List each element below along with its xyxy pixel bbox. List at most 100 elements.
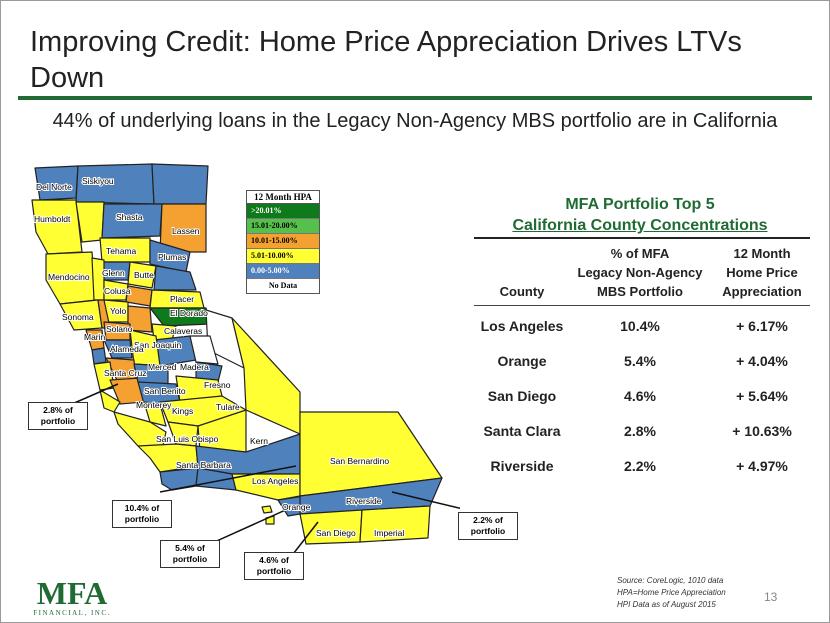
callout-text: 2.8% of (43, 405, 73, 415)
county-sacramento (127, 305, 153, 333)
map-label: Tehama (106, 246, 137, 256)
page-number: 13 (764, 590, 778, 604)
map-label: Shasta (116, 212, 143, 222)
map-label: Madera (180, 362, 209, 372)
map-label: Imperial (374, 528, 404, 538)
legend-title: 12 Month HPA (247, 191, 319, 204)
map-label: Siskiyou (82, 176, 114, 186)
callout-text: portfolio (172, 554, 208, 564)
map-label: Butte (134, 270, 154, 280)
slide-subtitle: 44% of underlying loans in the Legacy No… (52, 110, 778, 132)
map-label: Santa Barbara (176, 460, 231, 470)
table-top-rule (474, 237, 810, 239)
source-note: Source: CoreLogic, 1010 data HPA=Home Pr… (617, 575, 726, 611)
map-label: Monterey (136, 400, 172, 410)
cell-pct: 10.4% (620, 318, 660, 334)
county-san-benito (143, 401, 167, 427)
source-line: HPI Data as of August 2015 (617, 600, 716, 609)
callout-riverside: 2.2% of portfolio (458, 512, 518, 540)
map-label: Santa Cruz (104, 368, 147, 378)
table-header-rule (474, 305, 810, 306)
callout-text: portfolio (470, 526, 506, 536)
table-title-line: MFA Portfolio Top 5 (565, 196, 715, 213)
map-label: Tulare (216, 402, 240, 412)
callout-text: 4.6% of (259, 555, 289, 565)
table-row: Los Angeles 10.4% + 6.17% (474, 318, 810, 338)
california-county-map: Del Norte Siskiyou Humboldt Shasta Lasse… (31, 163, 460, 559)
county-butte (127, 261, 157, 289)
map-label: Placer (170, 294, 194, 304)
map-label: Yolo (110, 306, 127, 316)
svg-text:MFA: MFA (37, 575, 107, 611)
county-humboldt (31, 199, 83, 255)
legend-item: No Data (247, 279, 319, 293)
callout-los-angeles: 10.4% of portfolio (112, 500, 172, 528)
legend-item: 10.01-15.00% (247, 234, 319, 249)
callout-text: 10.4% of (124, 503, 160, 513)
callout-line-orange (209, 507, 291, 545)
map-label: Humboldt (34, 214, 71, 224)
callout-line-santa-clara (71, 383, 119, 405)
map-label: Colusa (104, 286, 131, 296)
map-label: Sonoma (62, 312, 94, 322)
callout-orange: 5.4% of portfolio (160, 540, 220, 568)
cell-pct: 5.4% (624, 353, 656, 369)
cell-county: Santa Clara (483, 423, 561, 439)
map-label: Merced (148, 362, 177, 372)
callout-text: 2.2% of (473, 515, 503, 525)
legend-item: 15.01-20.00% (247, 219, 319, 234)
map-label: Plumas (158, 252, 186, 262)
county-lake (91, 257, 105, 301)
map-label: Glenn (102, 268, 125, 278)
slide-title: Improving Credit: Home Price Appreciatio… (30, 26, 742, 94)
table-row: San Diego 4.6% + 5.64% (474, 388, 810, 408)
table-row: Santa Clara 2.8% + 10.63% (474, 423, 810, 443)
map-label: Kern (250, 436, 268, 446)
cell-county: San Diego (487, 388, 557, 404)
callout-text: portfolio (124, 514, 160, 524)
legend-item: 0.00-5.00% (247, 264, 319, 279)
map-label: Riverside (346, 496, 382, 506)
county-modoc (151, 163, 209, 205)
source-line: Source: CoreLogic, 1010 data (617, 576, 724, 585)
map-label: Calaveras (164, 326, 202, 336)
callout-text: portfolio (40, 416, 76, 426)
table-row: Riverside 2.2% + 4.97% (474, 458, 810, 478)
cell-county: Los Angeles (480, 318, 564, 334)
header-line: MBS Portfolio (597, 284, 683, 299)
callout-santa-clara: 2.8% of portfolio (28, 402, 88, 430)
map-label: Del Norte (36, 182, 72, 192)
county-san-diego (299, 509, 363, 545)
table-title: MFA Portfolio Top 5 California County Co… (470, 194, 810, 236)
header-hpa: 12 Month Home Price Appreciation (712, 244, 812, 301)
header-line: Appreciation (722, 284, 802, 299)
map-label: Marin (84, 332, 106, 342)
header-line: Legacy Non-Agency (577, 265, 703, 280)
county-san-francisco (91, 347, 107, 365)
county-santa-barbara (159, 467, 199, 491)
map-label: Los Angeles (252, 476, 298, 486)
map-legend: 12 Month HPA >20.01% 15.01-20.00% 10.01-15… (246, 190, 320, 294)
map-label: Lassen (172, 226, 200, 236)
cell-hpa: + 10.63% (732, 423, 792, 439)
cell-county: Riverside (490, 458, 554, 474)
map-label: Solano (106, 324, 133, 334)
cell-pct: 2.2% (624, 458, 656, 474)
callout-text: portfolio (256, 566, 292, 576)
county-inyo (231, 317, 301, 435)
channel-island (261, 505, 273, 514)
header-portfolio-pct: % of MFA Legacy Non-Agency MBS Portfolio (570, 244, 710, 301)
table-row: Orange 5.4% + 4.04% (474, 353, 810, 373)
county-sierra-nevada (153, 265, 197, 291)
map-label: Fresno (204, 380, 231, 390)
legend-item: >20.01% (247, 204, 319, 219)
mfa-logo: MFA FINANCIAL, INC. (33, 575, 109, 617)
map-label: San Bernardino (330, 456, 389, 466)
table-title-line: California County Concentrations (512, 217, 768, 234)
map-label: San Luis Obispo (156, 434, 219, 444)
header-line: % of MFA (610, 246, 670, 261)
cell-hpa: + 6.17% (736, 318, 788, 334)
cell-county: Orange (497, 353, 547, 369)
header-line: 12 Month (733, 246, 791, 261)
county-contra-costa (103, 339, 133, 359)
